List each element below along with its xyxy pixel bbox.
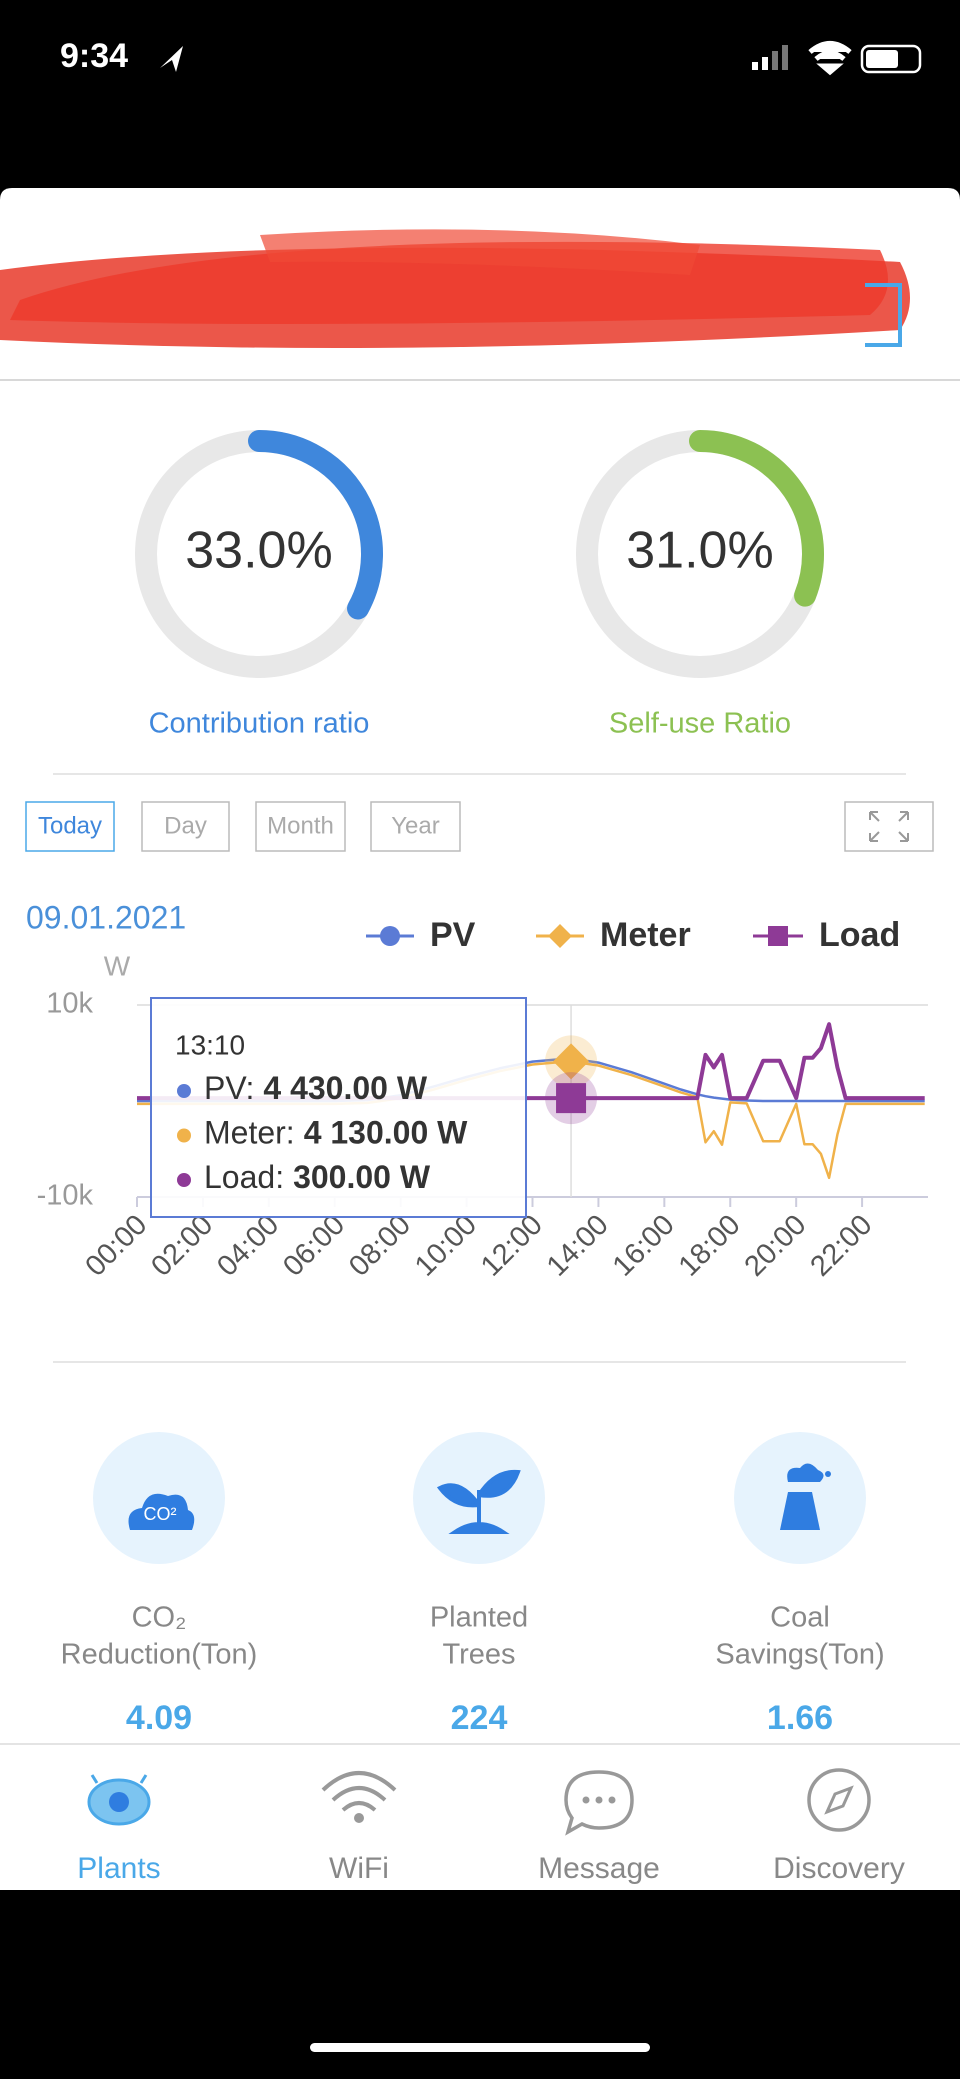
tabs: Today Day Month Year (25, 801, 461, 852)
legend-label: PV (430, 916, 476, 954)
nav-label[interactable]: Message (538, 1852, 660, 1885)
battery-icon (860, 44, 922, 74)
compass-needle (824, 1785, 854, 1815)
wifi-icon (808, 41, 852, 76)
home-indicator (310, 2043, 650, 2052)
tooltip-box (150, 997, 527, 1218)
tab-label[interactable]: Day (164, 812, 207, 839)
co2-icon (128, 1493, 195, 1530)
expand-button[interactable] (844, 801, 934, 852)
legend-label: Meter (600, 916, 691, 954)
gauge-arc (689, 430, 824, 607)
tooltip-dot (177, 1128, 191, 1143)
tooltip-time: 13:10 (175, 1029, 245, 1060)
battery-level (866, 50, 898, 68)
discovery-icon (807, 1768, 871, 1832)
y-tick-label: -10k (37, 1180, 94, 1212)
gauge-arc (248, 430, 383, 620)
legend-label: Load (819, 916, 900, 954)
tooltip-dot (177, 1084, 191, 1098)
nav-label[interactable]: Discovery (773, 1852, 905, 1885)
tooltip-row-value: 4 430.00 W (263, 1070, 427, 1106)
tooltip-dot (177, 1173, 191, 1187)
tab-label[interactable]: Year (391, 812, 440, 839)
gauges: 33.0% Contribution ratio 31.0% Self-use Rat… (135, 430, 824, 740)
stat-label: Planted (430, 1602, 528, 1634)
tab-label[interactable]: Today (38, 812, 102, 839)
tooltip-row-label: Load: (204, 1159, 284, 1195)
wifi-nav-icon (321, 1771, 397, 1812)
tooltip-row-label: PV: (204, 1070, 254, 1106)
tooltip-row: PV: 4 430.00 W (204, 1070, 428, 1106)
stat-value: 4.09 (126, 1699, 192, 1737)
tab-button[interactable] (370, 801, 461, 852)
stat-label: CO₂ (132, 1602, 187, 1634)
plant-icon (780, 1463, 824, 1530)
hover-marker (556, 1083, 587, 1114)
tooltip-row: Meter: 4 130.00 W (204, 1115, 468, 1151)
tab-button[interactable] (141, 801, 230, 852)
expand-icon (869, 811, 909, 842)
gauge-label: 33.0% (185, 522, 332, 580)
stat-label: Savings(Ton) (715, 1639, 884, 1671)
signal-icon (752, 45, 788, 70)
chart-date: 09.01.2021 (26, 899, 186, 935)
gauge-caption: Contribution ratio (149, 708, 370, 740)
stat-value: 1.66 (767, 1699, 833, 1737)
tooltip-row-value: 4 130.00 W (304, 1115, 468, 1151)
stat-label: Trees (442, 1639, 515, 1671)
location-icon (160, 46, 183, 72)
co2-icon-text: CO² (144, 1504, 177, 1524)
legend-marker (380, 926, 400, 946)
stat-label: Reduction(Ton) (61, 1639, 258, 1671)
y-tick-label: 10k (46, 988, 93, 1020)
redacted-header (0, 229, 910, 348)
tooltip-row: Load: 300.00 W (204, 1159, 431, 1195)
nav-icons (87, 1768, 871, 1836)
plants-icon-pupil (109, 1792, 129, 1812)
tab-button[interactable] (255, 801, 346, 852)
legend-marker (768, 926, 788, 946)
wifi-nav-dot (354, 1813, 364, 1823)
stat-value: 224 (451, 1699, 508, 1737)
status-time: 9:34 (60, 37, 128, 75)
legend-marker (548, 924, 572, 948)
tooltip-row-value: 300.00 W (293, 1159, 431, 1195)
hover-marker (553, 1043, 590, 1080)
plants-icon-lashes (90, 1774, 148, 1784)
y-axis-label: W (104, 950, 131, 981)
message-icon (564, 1770, 634, 1836)
nav: Plants WiFi Message Discovery (77, 1852, 905, 1885)
gauge-caption: Self-use Ratio (609, 708, 791, 740)
steam-dot (825, 1471, 831, 1477)
stats: CO₂ Reduction(Ton) 4.09 Planted Trees 224 Coal… (61, 1432, 885, 1737)
nav-label[interactable]: WiFi (329, 1852, 389, 1885)
tooltip-row-label: Meter: (204, 1115, 295, 1151)
gauge-label: 31.0% (626, 522, 773, 580)
stat-label: Coal (770, 1602, 830, 1634)
tab-label[interactable]: Month (267, 812, 334, 839)
tab-button[interactable] (25, 801, 115, 852)
tree-icon (436, 1469, 521, 1534)
stat-icons: CO² (128, 1463, 831, 1534)
expand-box[interactable] (844, 801, 934, 852)
tab-bar (0, 1744, 960, 1890)
nav-label[interactable]: Plants (77, 1852, 160, 1885)
